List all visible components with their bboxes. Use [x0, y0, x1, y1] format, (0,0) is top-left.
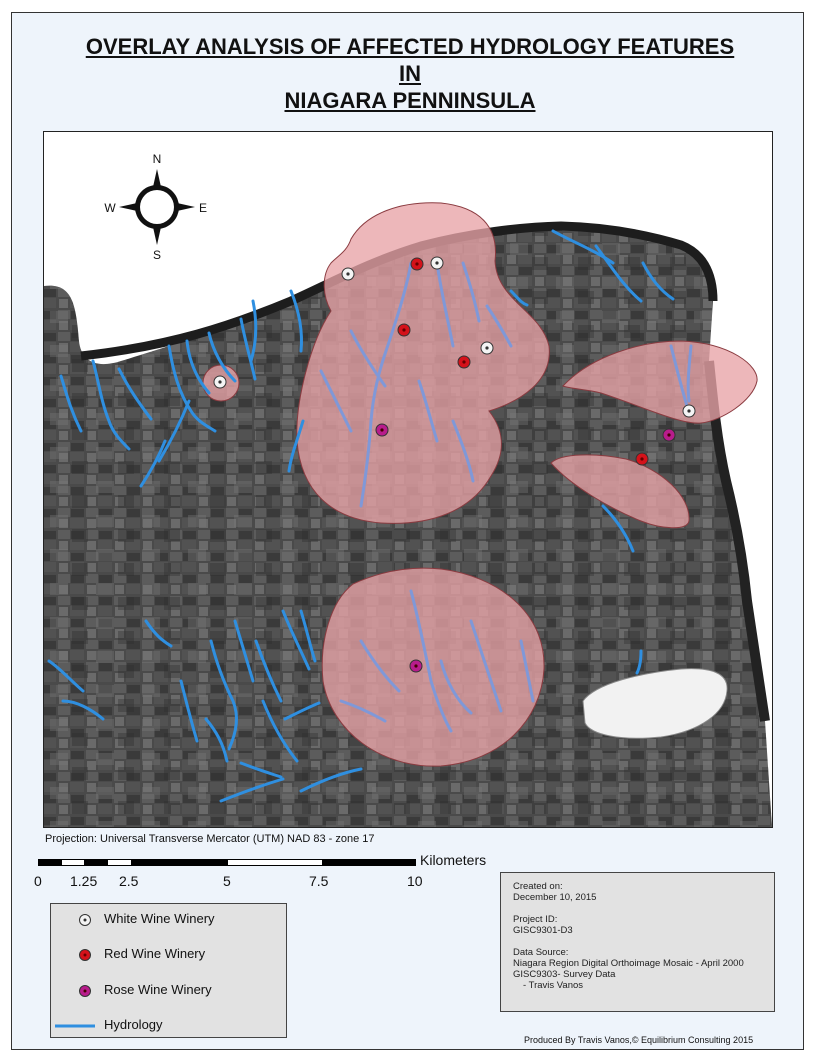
legend-red: Red Wine Winery — [51, 944, 286, 964]
compass-s: S — [153, 248, 161, 262]
title-line-1: OVERLAY ANALYSIS OF AFFECTED HYDROLOGY F… — [85, 34, 735, 59]
source-label: Data Source: — [513, 947, 569, 958]
project-label: Project ID: — [513, 914, 558, 925]
compass-n: N — [153, 152, 162, 166]
red-winery-marker[interactable] — [635, 452, 649, 466]
source-line-2: GISC9303- Survey Data — [513, 969, 616, 980]
white-winery-marker[interactable] — [682, 404, 696, 418]
white-winery-icon — [79, 914, 91, 926]
projection-note: Projection: Universal Transverse Mercato… — [45, 833, 375, 845]
created-value: December 10, 2015 — [513, 892, 597, 903]
compass-e: E — [199, 201, 207, 215]
title-line-3: NIAGARA PENNINSULA — [284, 88, 536, 113]
white-winery-marker[interactable] — [480, 341, 494, 355]
scale-unit: Kilometers — [420, 852, 487, 868]
map-frame[interactable]: N S W E — [43, 131, 773, 828]
map-info-box: Created on: December 10, 2015 Project ID… — [500, 872, 775, 1012]
legend: White Wine Winery Red Wine Winery Rose W… — [50, 903, 287, 1038]
project-value: GISC9301-D3 — [513, 925, 573, 936]
legend-hydro: Hydrology — [51, 1015, 286, 1035]
scale-tick: 7.5 — [309, 873, 329, 889]
compass-w: W — [104, 201, 116, 215]
legend-rose: Rose Wine Winery — [51, 980, 286, 1000]
white-winery-marker[interactable] — [430, 256, 444, 270]
scale-tick: 0 — [34, 873, 42, 889]
produced-by: Produced By Travis Vanos,© Equilibrium C… — [524, 1035, 754, 1045]
legend-white-label: White Wine Winery — [104, 911, 215, 926]
legend-red-label: Red Wine Winery — [104, 946, 206, 961]
created-label: Created on: — [513, 881, 563, 892]
buffer-east-lower[interactable] — [550, 454, 690, 529]
map-title: OVERLAY ANALYSIS OF AFFECTED HYDROLOGY F… — [30, 33, 790, 114]
inland-lake — [582, 668, 728, 739]
scale-tick: 2.5 — [119, 873, 139, 889]
buffer-east-upper[interactable] — [562, 340, 758, 424]
river-shoreline — [704, 360, 770, 722]
red-winery-marker[interactable] — [410, 257, 424, 271]
map-canvas: N S W E — [44, 132, 772, 827]
rose-winery-marker[interactable] — [409, 659, 423, 673]
scale-bar — [38, 859, 416, 866]
legend-rose-label: Rose Wine Winery — [104, 982, 212, 997]
red-winery-marker[interactable] — [397, 323, 411, 337]
winery-markers — [213, 256, 696, 673]
red-winery-icon — [79, 949, 91, 961]
buffer-north[interactable] — [296, 202, 550, 524]
source-line-1: Niagara Region Digital Orthoimage Mosaic… — [513, 958, 744, 969]
hydrology-line-icon — [55, 1024, 95, 1028]
red-winery-marker[interactable] — [457, 355, 471, 369]
north-arrow: N S W E — [104, 152, 207, 262]
rose-winery-marker[interactable] — [375, 423, 389, 437]
white-winery-marker[interactable] — [341, 267, 355, 281]
rose-winery-marker[interactable] — [662, 428, 676, 442]
white-winery-marker[interactable] — [213, 375, 227, 389]
source-line-3: - Travis Vanos — [523, 980, 584, 991]
scale-tick: 10 — [407, 873, 423, 889]
hydrology-in-buffers — [319, 261, 693, 733]
title-line-2: IN — [399, 61, 421, 86]
rose-winery-icon — [79, 985, 91, 997]
legend-hydro-label: Hydrology — [104, 1017, 163, 1032]
scale-tick: 5 — [223, 873, 231, 889]
hydrology — [47, 229, 675, 803]
legend-white: White Wine Winery — [51, 909, 286, 929]
buffer-south[interactable] — [321, 567, 545, 767]
scale-tick: 1.25 — [70, 873, 98, 889]
